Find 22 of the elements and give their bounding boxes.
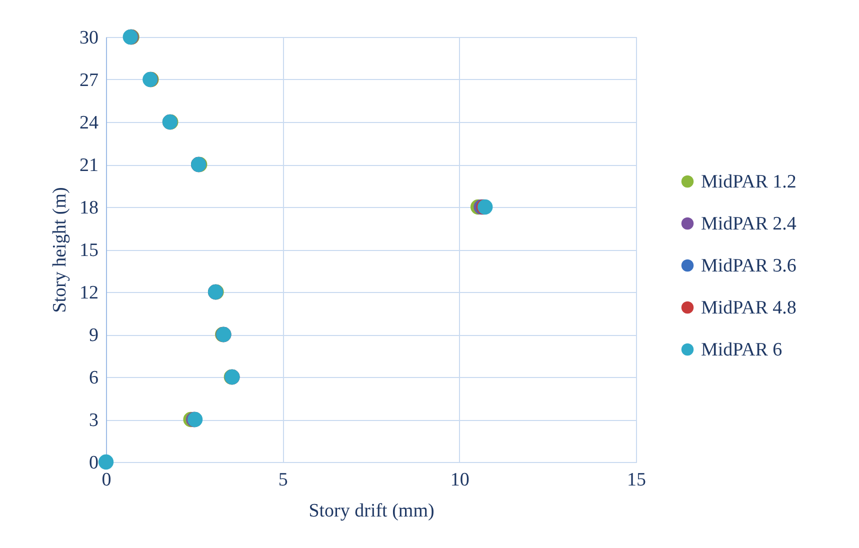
y-tick-label: 9 [89,325,98,346]
y-tick-label: 15 [80,240,98,261]
y-tick-label: 30 [80,28,98,48]
y-tick-label: 18 [80,198,98,218]
y-tick-label: 0 [89,452,98,474]
x-axis-title: Story drift (mm) [308,500,434,522]
x-tick-label: 5 [278,470,288,490]
legend-label: MidPAR 1.2 [701,172,796,192]
y-tick-label: 24 [80,112,99,134]
y-tick-label: 27 [80,70,98,91]
legend-label: MidPAR 6 [701,340,782,360]
y-axis-title: Story height (m) [50,187,70,313]
y-tick-label: 12 [80,282,98,304]
y-tick-label: 6 [89,368,98,388]
x-tick-label: 10 [450,470,470,490]
x-tick-label: 15 [627,470,646,490]
legend-label: MidPAR 4.8 [701,298,796,318]
legend-label: MidPAR 3.6 [701,256,796,276]
y-tick-label: 3 [89,410,98,431]
y-tick-label: 21 [80,155,98,176]
legend-label: MidPAR 2.4 [701,214,797,234]
point [98,454,114,470]
